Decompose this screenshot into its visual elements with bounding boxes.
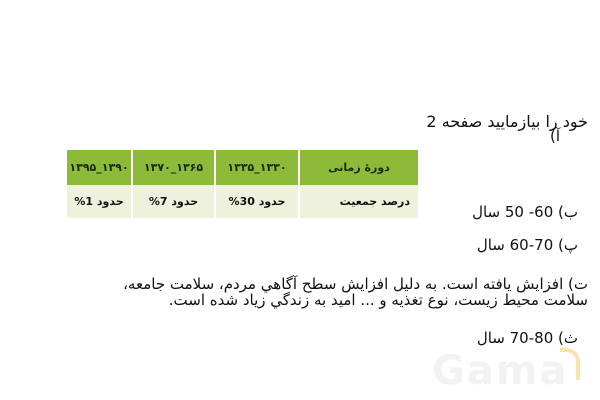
table-row: درصد جمعیت حدود 30% حدود 7% حدود 1% [65,185,418,218]
table-cell: حدود 30% [214,185,299,218]
item-a: آ) [549,127,560,145]
table-cell: حدود 1% [65,185,132,218]
item-t-line1: ت) افزایش یافته است. به دلیل افزایش سطح … [123,275,588,293]
table-header: ۱۳۳۰_۱۳۳۵ [214,150,299,185]
table-header: ۱۳۶۵_۱۳۷۰ [131,150,215,185]
table-header-row: دورهٔ زمانی ۱۳۳۰_۱۳۳۵ ۱۳۶۵_۱۳۷۰ ۱۳۹۰_۱۳۹… [65,150,418,185]
table-cell: درصد جمعیت [298,185,418,218]
watermark-arc-icon [560,348,580,380]
table-cell: حدود 7% [131,185,215,218]
table-header: دورهٔ زمانی [298,150,418,185]
item-t-line2: سلامت محیط زیست، نوع تغذیه و ... امید به… [168,291,588,309]
table-header: ۱۳۹۰_۱۳۹۵ [65,150,132,185]
item-s: ث) 80-70 سال [476,329,578,347]
heading: خود را بیازمایید صفحه 2 [426,112,588,131]
item-p: پ) 70-60 سال [476,236,578,254]
item-b: ب) 60- 50 سال [472,203,578,221]
population-table: دورهٔ زمانی ۱۳۳۰_۱۳۳۵ ۱۳۶۵_۱۳۷۰ ۱۳۹۰_۱۳۹… [65,150,418,218]
watermark-logo: Gama [432,348,569,394]
